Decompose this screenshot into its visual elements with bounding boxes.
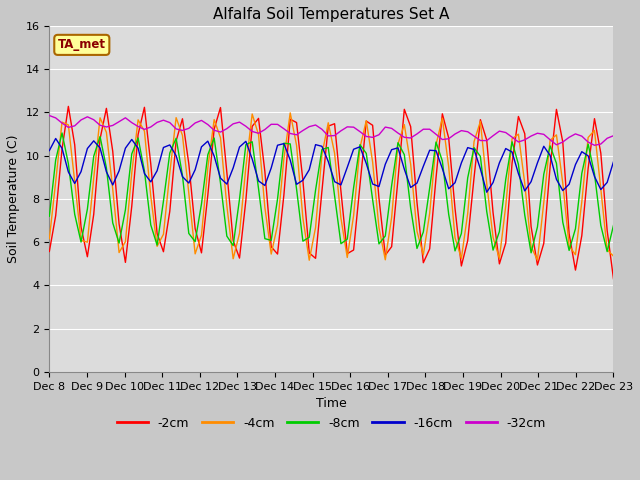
Y-axis label: Soil Temperature (C): Soil Temperature (C): [7, 134, 20, 263]
Legend: -2cm, -4cm, -8cm, -16cm, -32cm: -2cm, -4cm, -8cm, -16cm, -32cm: [111, 412, 551, 435]
Text: TA_met: TA_met: [58, 38, 106, 51]
X-axis label: Time: Time: [316, 397, 347, 410]
Title: Alfalfa Soil Temperatures Set A: Alfalfa Soil Temperatures Set A: [213, 7, 450, 22]
